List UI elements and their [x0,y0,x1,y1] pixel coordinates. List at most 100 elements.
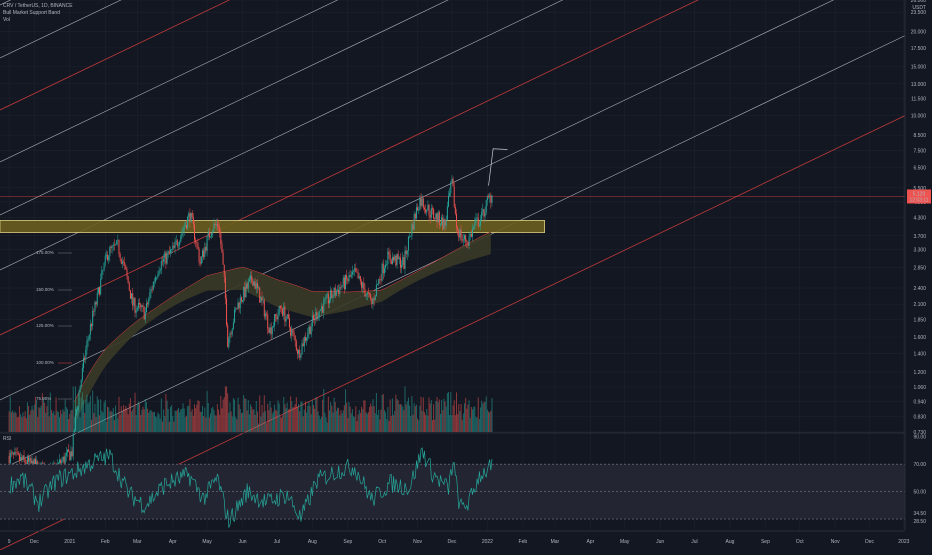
candle-body [370,294,372,299]
candle-body [371,298,373,305]
candle-body [369,293,371,295]
volume-bar [324,412,326,432]
candle-body [334,287,336,296]
candle-body [286,314,288,319]
candle-body [271,327,273,335]
volume-bar [25,418,27,432]
volume-bar [372,399,374,432]
volume-bar [381,394,383,432]
volume-bar [57,412,59,432]
volume-bar [10,412,12,432]
price-badge [907,189,931,204]
volume-bar [330,402,332,432]
candle-body [218,226,220,228]
candle-body [456,213,458,228]
indicator-label-bmsb[interactable]: Bull Market Support Band [3,10,60,16]
candle-body [153,281,155,283]
candle-body [373,298,375,300]
candle-body [251,275,253,282]
candle-body [212,230,214,234]
volume-bar [373,406,375,432]
volume-bar [470,406,472,432]
time-tick-label: Jun [239,539,247,545]
candle-body [113,244,115,246]
candle-body [64,455,66,464]
volume-bar [22,412,24,432]
candle-body [131,293,133,299]
volume-bar [310,414,312,432]
candle-body [290,327,292,336]
volume-bar [288,408,290,432]
volume-bar [489,412,491,432]
volume-bar [296,406,298,432]
candle-body [262,300,264,301]
time-tick-label: Apr [169,539,177,545]
candle-body [337,289,339,291]
candle-body [264,313,266,317]
volume-bar [278,403,280,432]
price-axis-unit: USDT [912,5,926,11]
candle-body [391,257,393,265]
volume-bar [101,410,103,432]
volume-bar [71,409,73,432]
candle-body [137,302,139,309]
candle-body [161,261,163,262]
candle-body [383,267,385,274]
volume-bar [386,419,388,432]
symbol-title[interactable]: CRV / TetherUS, 1D, BINANCE [3,3,73,9]
candle-body [69,451,71,461]
volume-bar [444,401,446,432]
candle-body [397,253,399,260]
volume-bar [363,400,365,432]
volume-bar [223,397,225,432]
candle-body [134,298,136,313]
candle-body [276,316,278,320]
candle-body [483,209,485,217]
candle-body [23,455,25,460]
fib-label: 75.00% [36,396,51,401]
candle-body [70,451,72,461]
volume-bar [239,408,241,432]
candle-body [183,226,185,230]
candle-body [361,281,363,288]
volume-bar [465,397,467,432]
volume-bar [478,419,480,432]
candle-body [68,449,70,452]
volume-bar [452,405,454,432]
candle-body [421,198,423,206]
candle-body [188,213,190,217]
volume-bar [474,406,476,432]
volume-bar [476,417,478,432]
volume-bar [387,407,389,432]
resistance-zone [0,148,905,233]
candle-body [288,318,290,328]
volume-bar [413,403,415,432]
candle-body [280,308,282,310]
candle-body [387,251,389,265]
indicator-label-volume[interactable]: Vol [3,17,10,23]
candle-body [342,277,344,286]
indicator-label-rsi[interactable]: RSI [3,436,12,442]
candle-body [301,343,303,355]
volume-bar [461,419,463,432]
candle-body [236,308,238,310]
candle-body [302,343,304,347]
price-tick-label: 1.060 [913,385,926,391]
volume-bar [300,401,302,432]
volume-bar [491,398,493,432]
volume-bar [277,400,279,432]
volume-bar [303,409,305,432]
projection-path [488,148,508,186]
volume-bar [308,401,310,432]
volume-bar [133,406,135,432]
volume-bar [415,404,417,432]
volume-bar [102,412,104,432]
volume-bar [266,423,268,432]
volume-bar [185,415,187,432]
candle-body [208,231,210,238]
volume-bar [189,399,191,432]
fib-label: 125.00% [36,323,54,328]
volume-bar [127,414,129,432]
candle-body [395,255,397,266]
